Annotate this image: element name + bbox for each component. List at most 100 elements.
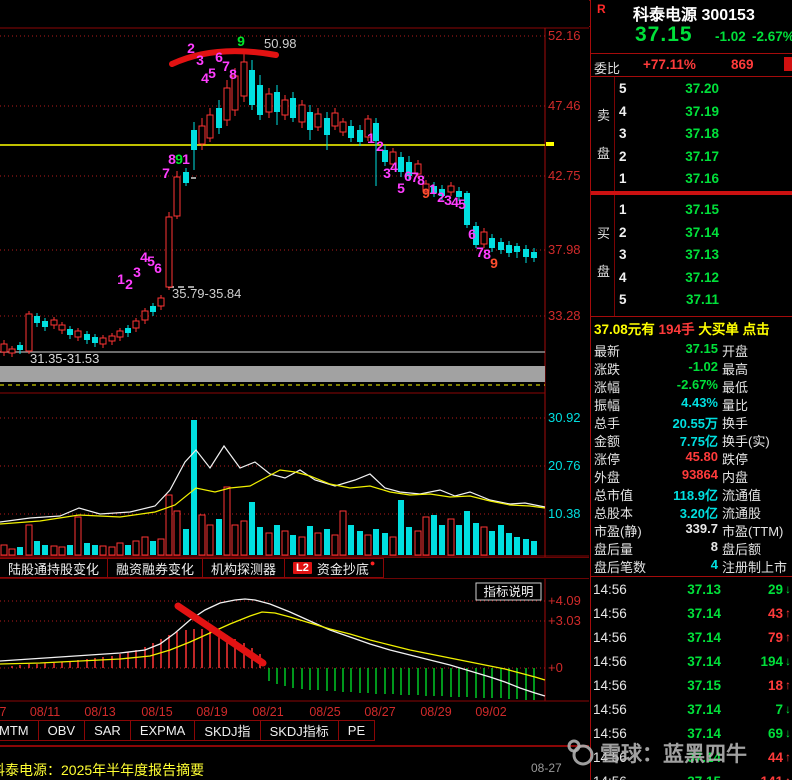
order-book-row[interactable]: 2 37.14 [615,222,792,244]
big-order-banner[interactable]: 37.08元有 194手 大买单 点击 [591,318,792,337]
detail-label: 开盘 [722,344,749,359]
detail-label: 盘后额 [722,542,762,557]
order-book-row[interactable]: 2 37.17 [615,146,792,168]
tick-row: 14:56 37.14 44 ↑ [591,746,792,770]
svg-text:31.35-31.53: 31.35-31.53 [30,351,99,366]
order-price: 37.13 [685,247,719,262]
tick-direction-icon: ↓ [785,726,791,740]
chart-tab[interactable]: 陆股通持股变化 [0,558,109,578]
indicator-tab[interactable]: MTM [0,720,39,741]
detail-value: 3.20亿 [679,506,718,521]
tick-price: 37.13 [687,582,721,597]
detail-label: 换手(实) [722,434,770,449]
order-level: 3 [619,247,627,262]
detail-value: 339.7 [685,521,718,536]
detail-value: 45.80 [685,449,718,464]
nine-turn-number: 4 [201,70,209,86]
order-book-row[interactable]: 5 37.11 [615,289,792,311]
banner-text: 37.08元有 [594,322,659,337]
tick-row: 14:56 37.14 69 ↓ [591,722,792,746]
indicator-tab[interactable]: SAR [84,720,131,741]
nine-turn-number: 9 [422,185,430,201]
tick-time: 14:56 [593,702,627,717]
tick-volume: 7 [775,702,783,717]
order-book-row[interactable]: 1 37.16 [615,168,792,190]
detail-row: 振幅 4.43% 量比 [591,393,792,413]
chart-tab-label: 资金抄底 [316,561,369,577]
price-change-pct: -2.67% [752,29,792,44]
detail-label: 量比 [722,398,749,413]
order-book-row[interactable]: 3 37.13 [615,244,792,266]
order-book-row[interactable]: 1 37.15 [615,199,792,221]
order-book-row[interactable]: 4 37.19 [615,101,792,123]
detail-label: 总市值 [594,488,634,503]
detail-label: 最高 [722,362,749,377]
indicator-tab[interactable]: OBV [37,720,86,741]
date-tick-label: 08/29 [420,705,451,719]
chart-tab[interactable]: L2 资金抄底 ● [284,558,385,578]
nine-turn-number: 6 [154,260,162,276]
nine-turn-number: 3 [383,165,391,181]
nine-turn-number: 1 [429,181,437,197]
tick-list[interactable]: 14:56 37.13 29 ↓ 14:56 37.14 43 ↑ 14:56 37.14 79 ↑ 1… [591,578,792,780]
date-tick-label: 08/19 [196,705,227,719]
news-headline[interactable]: 科泰电源：2025年半年度报告摘要 [0,762,205,778]
detail-label: 盘后笔数 [594,560,647,575]
detail-value: -1.02 [688,359,718,374]
svg-text:52.16: 52.16 [548,28,581,43]
detail-label: 总手 [594,416,621,431]
tick-time: 14:56 [593,678,627,693]
date-tick-label: 08/25 [309,705,340,719]
nine-turn-number: 5 [208,65,216,81]
tick-direction-icon: ↓ [785,654,791,668]
order-book-row[interactable]: 3 37.18 [615,123,792,145]
order-book-row[interactable]: 5 37.20 [615,78,792,100]
quote-header: R 科泰电源 300153 37.15 -1.02 -2.67% [591,0,792,54]
detail-row: 总手 20.55万 换手 [591,411,792,431]
tick-volume: 141 [725,774,783,780]
indicator-tab[interactable]: PE [337,720,376,741]
detail-value: 7.75亿 [679,434,718,449]
detail-row: 盘后笔数 4 注册制上市 [591,555,792,575]
nine-turn-number: 1 [117,271,125,287]
indicator-tab[interactable]: SKDJ指 [194,720,261,741]
tick-price: 37.15 [663,774,721,780]
detail-label: 市盈(TTM) [722,524,784,539]
indicator-tab[interactable]: EXPMA [129,720,196,741]
chart-tab[interactable]: 融资融券变化 [107,558,204,578]
banner-text: 194手 [658,322,695,337]
indicator-help-button[interactable]: 指标说明 [475,582,542,601]
order-price: 37.17 [685,148,719,164]
detail-value: 4 [710,557,718,572]
chart-canvas[interactable]: 52.16 47.46 42.75 37.98 33.28 30.92 20.76 10.38… [0,0,589,748]
news-bar[interactable]: 科泰电源：2025年半年度报告摘要 08-27 [0,748,589,780]
nine-turn-number: 9 [490,255,498,271]
chart-tab[interactable]: 机构探测器 [202,558,286,578]
weibi-value: +77.11% [643,57,696,72]
tick-time: 14:56 [593,726,627,741]
svg-text:50.98: 50.98 [264,36,297,51]
nine-turn-number: 4 [140,249,148,265]
order-level: 4 [619,269,627,285]
svg-text:20.76: 20.76 [548,458,581,473]
tick-time: 14:56 [593,606,627,621]
order-level: 1 [619,202,627,217]
indicator-tab[interactable]: SKDJ指标 [259,720,339,741]
detail-row: 涨幅 -2.67% 最低 [591,375,792,395]
tick-volume: 69 [767,726,783,741]
tick-volume: 194 [760,654,783,669]
tick-volume: 29 [767,582,783,597]
order-book-row[interactable]: 4 37.12 [615,267,792,289]
order-level: 5 [619,81,627,96]
order-price: 37.16 [685,171,719,186]
order-book-side-label: 盘 [597,264,611,279]
nine-turn-number: 8 [229,66,237,82]
tick-time: 14:56 [593,774,627,780]
weibi-label: 委比 [594,61,621,76]
svg-text:37.98: 37.98 [548,242,581,257]
detail-label: 盘后量 [594,542,634,557]
order-price: 37.20 [685,81,719,96]
detail-label: 涨跌 [594,362,621,377]
svg-text:35.79-35.84: 35.79-35.84 [172,286,241,301]
detail-row: 盘后量 8 盘后额 [591,537,792,557]
